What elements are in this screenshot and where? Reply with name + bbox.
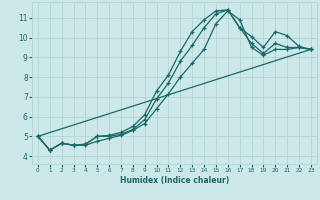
X-axis label: Humidex (Indice chaleur): Humidex (Indice chaleur) [120,176,229,185]
